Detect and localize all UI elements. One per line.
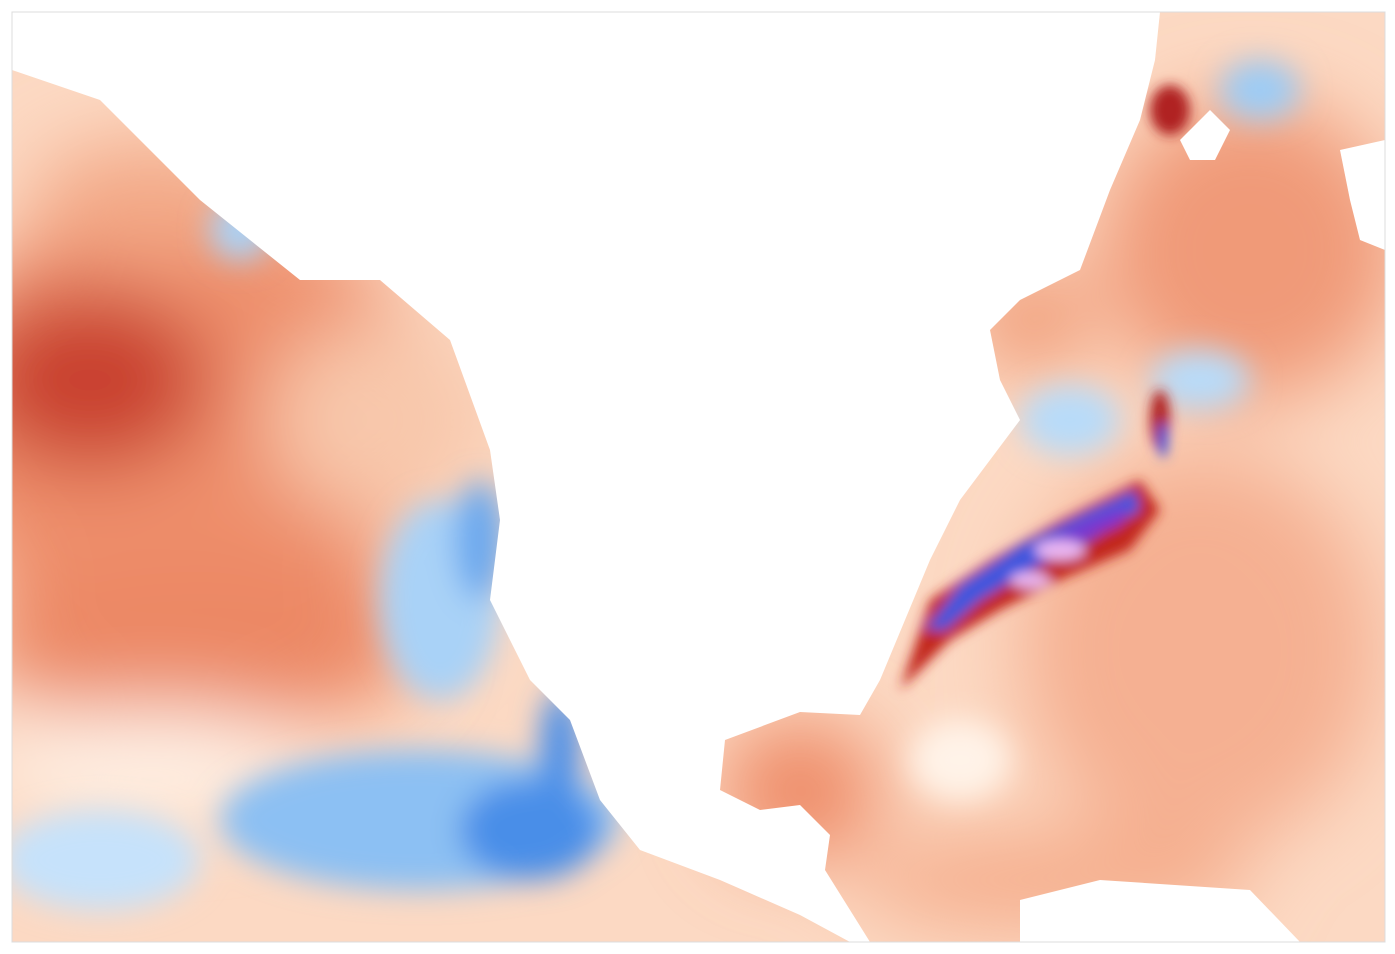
land xyxy=(1340,140,1385,250)
land xyxy=(1180,110,1230,160)
pacific-cool xyxy=(12,200,620,910)
map-frame xyxy=(11,11,1386,943)
gulf-stream xyxy=(900,85,1190,690)
land xyxy=(12,12,1160,942)
land xyxy=(1020,880,1300,942)
pacific-warm xyxy=(12,140,490,810)
